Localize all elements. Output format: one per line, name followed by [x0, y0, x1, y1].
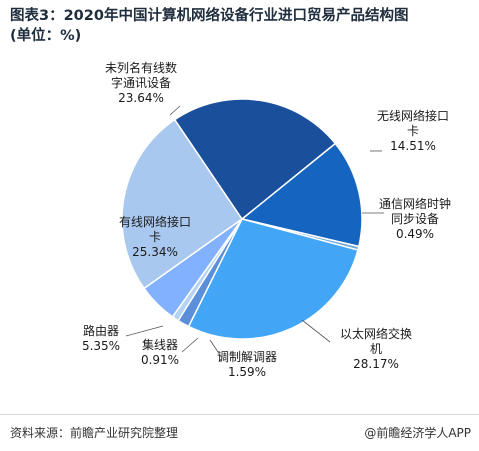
slice-name-label: 以太网络交换 — [340, 326, 412, 341]
leader-line-4 — [209, 339, 223, 359]
slice-name-label: 集线器 — [142, 337, 178, 352]
slice-name-label: 卡 — [149, 230, 161, 244]
source-note: 资料来源：前瞻产业研究院整理 — [10, 426, 179, 440]
brand-note: @前瞻经济学人APP — [364, 426, 471, 440]
slice-name-label: 路由器 — [83, 323, 119, 338]
pie-slice-7 — [121, 118, 244, 290]
slice-name-label: 同步设备 — [391, 212, 439, 226]
leader-line-6 — [125, 325, 164, 337]
pie-slice-1 — [240, 142, 363, 248]
slice-name-label: 机 — [370, 342, 382, 356]
leader-line-8 — [169, 105, 181, 116]
leader-line-3 — [301, 319, 331, 343]
slice-label-8: 未列名有线数字通讯设备 23.64% — [105, 60, 177, 105]
slice-value-label: 5.35% — [82, 339, 120, 353]
slice-value-label: 23.64% — [118, 91, 164, 105]
slice-name-label: 无线网络接口 — [377, 108, 449, 123]
pie-chart: 无线网络接口卡 14.51%通信网络时钟同步设备 0.49%以太网络交换机 28.17… — [82, 60, 451, 379]
chart-title-text: 图表3：2020年中国计算机网络设备行业进口贸易产品结构图 — [10, 8, 409, 24]
slice-value-label: 25.34% — [132, 245, 178, 259]
slice-name-label: 卡 — [407, 124, 419, 138]
pie-slice-3 — [187, 218, 359, 340]
slice-label-1: 无线网络接口卡 14.51% — [377, 108, 449, 153]
slice-label-2: 通信网络时钟同步设备 0.49% — [379, 196, 451, 241]
pie-slices — [121, 98, 363, 340]
slice-value-label: 14.51% — [390, 139, 436, 153]
slice-value-label: 28.17% — [353, 357, 399, 371]
slice-name-label: 未列名有线数 — [105, 60, 177, 75]
slice-label-7: 有线网络接口卡 25.34% — [119, 214, 191, 259]
pie-slice-8 — [173, 98, 337, 221]
slice-value-label: 0.49% — [396, 227, 434, 241]
slice-name-label: 调制解调器 — [217, 350, 277, 364]
slice-value-label: 1.59% — [228, 365, 266, 379]
chart-footer: 资料来源：前瞻产业研究院整理 @前瞻经济学人APP — [0, 414, 479, 451]
leader-lines — [125, 105, 384, 359]
slice-value-label: 0.91% — [141, 353, 179, 367]
chart-unit: (单位：%) — [10, 28, 82, 44]
slice-name-label: 字通讯设备 — [111, 75, 171, 90]
slice-label-3: 以太网络交换机 28.17% — [340, 326, 412, 371]
leader-line-5 — [181, 337, 199, 353]
slice-name-label: 通信网络时钟 — [379, 196, 451, 211]
slice-labels: 无线网络接口卡 14.51%通信网络时钟同步设备 0.49%以太网络交换机 28.17… — [82, 60, 451, 379]
chart-title: 图表3：2020年中国计算机网络设备行业进口贸易产品结构图 (单位：%) — [10, 6, 475, 46]
slice-name-label: 有线网络接口 — [119, 214, 191, 229]
slice-label-6: 路由器 5.35% — [82, 323, 120, 353]
slice-label-4: 调制解调器 1.59% — [217, 350, 277, 379]
slice-label-5: 集线器 0.91% — [141, 337, 179, 367]
